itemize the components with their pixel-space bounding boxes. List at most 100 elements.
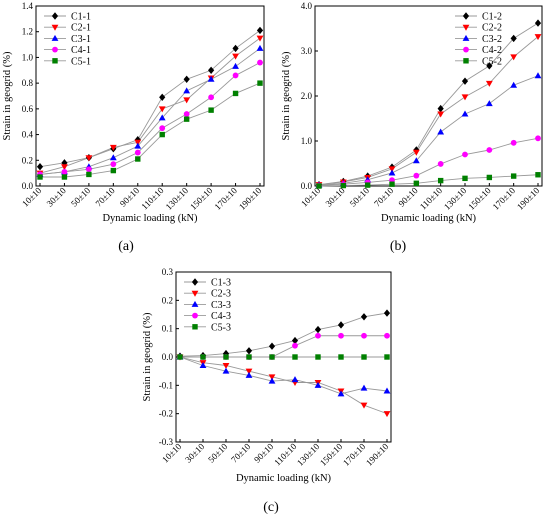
series-line-C3-1 <box>39 48 261 175</box>
legend-marker <box>51 34 59 41</box>
x-tick-label: 30±10 <box>323 185 347 209</box>
data-point-C3-3 <box>222 367 230 374</box>
data-point-C1-3 <box>360 313 368 321</box>
data-point-C2-3 <box>222 363 230 369</box>
y-tick-label: 0.3 <box>162 267 174 277</box>
legend-marker <box>51 12 59 20</box>
legend-label: C5-3 <box>211 322 231 333</box>
data-point-C3-2 <box>437 128 445 135</box>
data-point-C2-1 <box>232 53 239 60</box>
y-tick-label: 0.1 <box>162 324 173 334</box>
data-point-C1-1 <box>256 26 264 35</box>
data-point-C1-3 <box>291 336 299 345</box>
legend-label: C3-3 <box>211 300 231 311</box>
data-point-C1-3 <box>383 309 391 317</box>
x-tick-label: 90±10 <box>396 185 420 209</box>
data-point-C3-2 <box>388 169 396 176</box>
legend-label: C4-1 <box>71 45 91 56</box>
data-point-C1-3 <box>314 325 322 334</box>
data-point-C2-3 <box>268 374 276 381</box>
data-point-C5-2 <box>535 172 541 178</box>
data-point-C1-2 <box>461 77 469 85</box>
x-tick-label: 190±10 <box>364 441 391 468</box>
data-point-C3-2 <box>461 110 469 117</box>
data-point-C4-3 <box>361 332 367 339</box>
data-point-C2-1 <box>61 164 68 171</box>
y-tick-label: 0.2 <box>22 155 33 165</box>
data-point-C4-1 <box>232 72 239 79</box>
data-point-C4-1 <box>85 166 92 173</box>
data-point-C4-3 <box>338 332 344 339</box>
legend-marker <box>462 34 470 41</box>
data-point-C1-2 <box>534 19 542 27</box>
data-point-C2-2 <box>437 111 445 118</box>
y-tick-label: 1.0 <box>301 136 313 146</box>
data-point-C1-1 <box>36 163 44 171</box>
x-tick-label: 190±10 <box>515 185 542 212</box>
series-line-C1-1 <box>39 30 261 168</box>
legend-label: C2-2 <box>482 23 502 34</box>
data-point-C5-2 <box>486 174 493 181</box>
y-tick-label: 0.0 <box>162 352 174 362</box>
x-tick-label: 150±10 <box>188 185 215 212</box>
data-point-C2-2 <box>534 34 542 41</box>
data-point-C5-1 <box>110 167 117 174</box>
data-point-C1-2 <box>437 104 444 113</box>
x-tick-label: 90±10 <box>118 185 142 209</box>
y-tick-label: 0.2 <box>162 295 173 305</box>
legend-marker <box>463 58 469 64</box>
x-tick-label: 150±10 <box>318 441 345 468</box>
data-point-C3-1 <box>109 154 117 161</box>
panel-label: (b) <box>390 239 407 254</box>
data-point-C3-3 <box>314 381 322 388</box>
series-line-C2-1 <box>39 37 261 174</box>
legend-label: C4-2 <box>482 45 502 56</box>
series-line-C1-3 <box>179 312 388 357</box>
panel-label: (c) <box>263 500 279 515</box>
data-point-C5-3 <box>223 354 229 360</box>
data-point-C2-1 <box>183 97 191 104</box>
x-tick-label: 30±10 <box>45 185 69 209</box>
x-tick-label: 110±10 <box>139 185 166 212</box>
y-tick-label: -0.1 <box>159 380 173 390</box>
legend-marker <box>462 24 470 31</box>
data-point-C1-1 <box>61 159 68 167</box>
x-tick-label: 30±10 <box>183 441 207 465</box>
data-point-C4-3 <box>384 332 390 339</box>
data-point-C5-3 <box>292 354 298 360</box>
x-tick-label: 50±10 <box>348 185 372 209</box>
x-tick-label: 70±10 <box>229 441 253 465</box>
x-tick-label: 170±10 <box>491 185 518 212</box>
data-point-C3-1 <box>183 87 191 94</box>
legend-marker <box>52 58 58 64</box>
legend-label: C3-2 <box>482 34 502 45</box>
data-point-C2-1 <box>158 106 166 113</box>
data-point-C2-2 <box>412 149 420 156</box>
x-tick-label: 170±10 <box>341 441 368 468</box>
data-point-C5-3 <box>338 354 344 360</box>
data-point-C5-2 <box>340 182 347 189</box>
data-point-C3-2 <box>412 157 420 164</box>
data-point-C4-1 <box>159 125 166 132</box>
data-point-C5-2 <box>437 177 444 184</box>
data-point-C4-1 <box>208 94 215 101</box>
legend-label: C1-2 <box>482 12 502 23</box>
data-point-C3-3 <box>337 390 345 397</box>
data-point-C3-3 <box>245 371 253 378</box>
data-point-C5-2 <box>413 180 420 186</box>
x-tick-label: 130±10 <box>164 185 191 212</box>
data-point-C3-3 <box>268 377 276 384</box>
legend-label: C4-3 <box>211 311 231 322</box>
data-point-C5-2 <box>462 175 468 182</box>
legend-marker <box>192 324 198 330</box>
series-line-C3-2 <box>318 75 539 186</box>
y-tick-label: 3.0 <box>301 46 313 56</box>
data-point-C4-3 <box>292 342 298 349</box>
legend-label: C3-1 <box>71 34 91 45</box>
y-axis-label: Strain in geogrid (%) <box>2 51 13 140</box>
data-point-C5-2 <box>510 173 517 179</box>
legend-marker <box>463 46 469 53</box>
legend-marker <box>192 312 198 319</box>
legend-label: C1-3 <box>211 278 231 289</box>
